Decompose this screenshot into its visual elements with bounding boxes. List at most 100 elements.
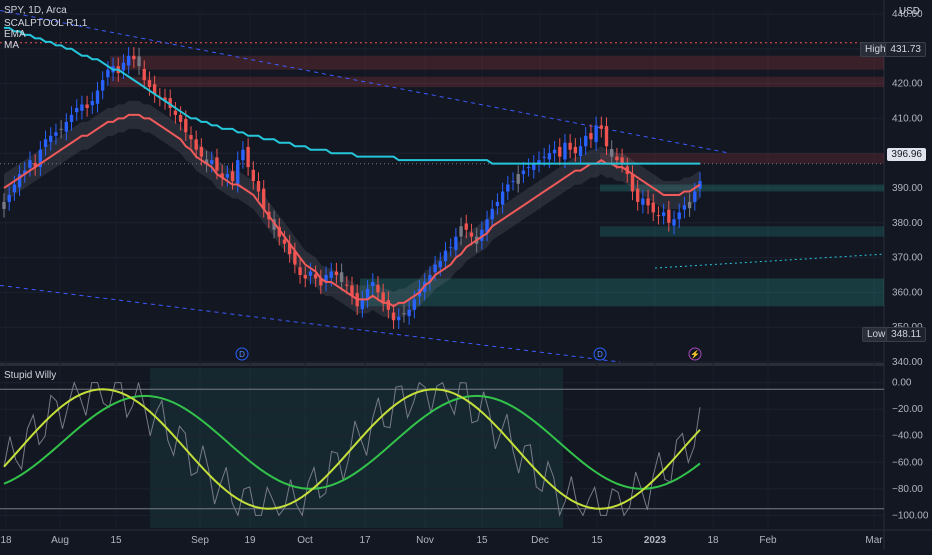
osc-y-tick-label: −20.00 [892,404,923,415]
y-tick-label: 390.00 [892,183,923,194]
currency-label: USD [898,6,920,17]
candle-body [189,135,193,140]
candle-body [511,181,515,183]
trend-line-cyan [654,253,885,269]
candle-body [49,135,53,143]
x-tick-label: Oct [297,535,313,546]
candle-body [339,272,344,282]
osc-y-tick-label: 0.00 [892,378,912,389]
candle-body [287,243,292,255]
candle-body [313,274,318,279]
x-tick-label: 15 [476,535,488,546]
candle-body [163,97,167,101]
candle-body [552,149,557,154]
candle-body [656,215,661,217]
candle-body [28,160,32,168]
osc-y-tick-label: −60.00 [892,457,923,468]
candle-body [80,104,84,111]
candle-body [251,169,255,182]
event-marker [593,347,607,361]
candle-body [516,174,520,184]
candle-body [194,139,198,150]
osc-zone-1 [150,368,363,528]
candle-body [428,275,432,282]
candle-body [241,149,245,161]
candle-body [319,278,323,286]
indicator-ma[interactable]: MA [4,40,19,51]
candle-body [661,212,666,216]
candle-body [568,142,572,150]
candle-body [12,184,17,193]
event-marker-text: ⚡ [690,349,700,359]
candle-body [282,239,287,244]
candle-body [407,309,411,317]
indicator-scalptool[interactable]: SCALPTOOL R1.1 [4,18,88,29]
candle-body [532,163,536,170]
candle-body [220,173,224,178]
candle-body [132,55,136,60]
candle-body [682,205,687,210]
candle-body [371,281,375,287]
candle-body [594,125,598,143]
candle-body [215,157,219,171]
y-tick-label: 370.00 [892,253,923,264]
candle-body [360,299,365,310]
candle-body [589,133,593,140]
candle-body [85,104,89,108]
last-price-tag: 396.96 [887,148,926,161]
candle-body [672,219,676,226]
candle-body [459,226,463,237]
candle-body [142,68,146,81]
candle-body [397,316,401,321]
candle-body [33,162,37,168]
candle-body [308,271,313,276]
candle-body [106,69,110,78]
event-marker-text: D [597,350,603,359]
indicator-ema[interactable]: EMA [4,29,26,40]
symbol-header[interactable]: SPY, 1D, Arca [4,5,67,16]
candle-body [386,300,391,310]
candle-body [599,125,603,129]
candle-body [630,174,635,192]
price-zone [600,153,884,164]
y-tick-label: 380.00 [892,218,923,229]
price-zone [360,278,884,307]
candle-body [537,160,541,164]
y-tick-label: 440.00 [892,9,923,20]
candle-body [230,171,235,182]
ema-line [3,113,701,308]
osc-y-tick-label: −80.00 [892,484,923,495]
candle-body [101,80,105,91]
candle-body [178,114,183,122]
y-tick-label: 360.00 [892,287,923,298]
candle-body [137,56,141,67]
candle-body [521,170,526,175]
x-tick-label: 18 [0,535,12,546]
candle-body [293,251,297,265]
price-zone [110,55,884,70]
high-price-tag: 431.73 [885,42,926,57]
candle-body [38,149,43,168]
candle-body [464,223,468,230]
candle-body [506,184,510,192]
x-tick-label: 17 [359,535,371,546]
price-zone [110,76,884,88]
candle-body [256,181,261,192]
candle-body [173,110,178,115]
candle-body [469,232,474,237]
ma-line [4,26,700,165]
candle-body [604,126,609,147]
candle-body [646,198,650,206]
x-tick-label: Nov [416,535,434,546]
osc-fast-line [3,388,701,510]
candle-body [236,160,240,184]
x-tick-label: 18 [707,535,719,546]
candle-body [610,149,614,157]
candle-body [329,271,333,278]
x-tick-label: Mar [865,535,883,546]
oscillator-title[interactable]: Stupid Willy [4,370,57,381]
candle-body [64,121,69,132]
candle-body [90,101,94,106]
